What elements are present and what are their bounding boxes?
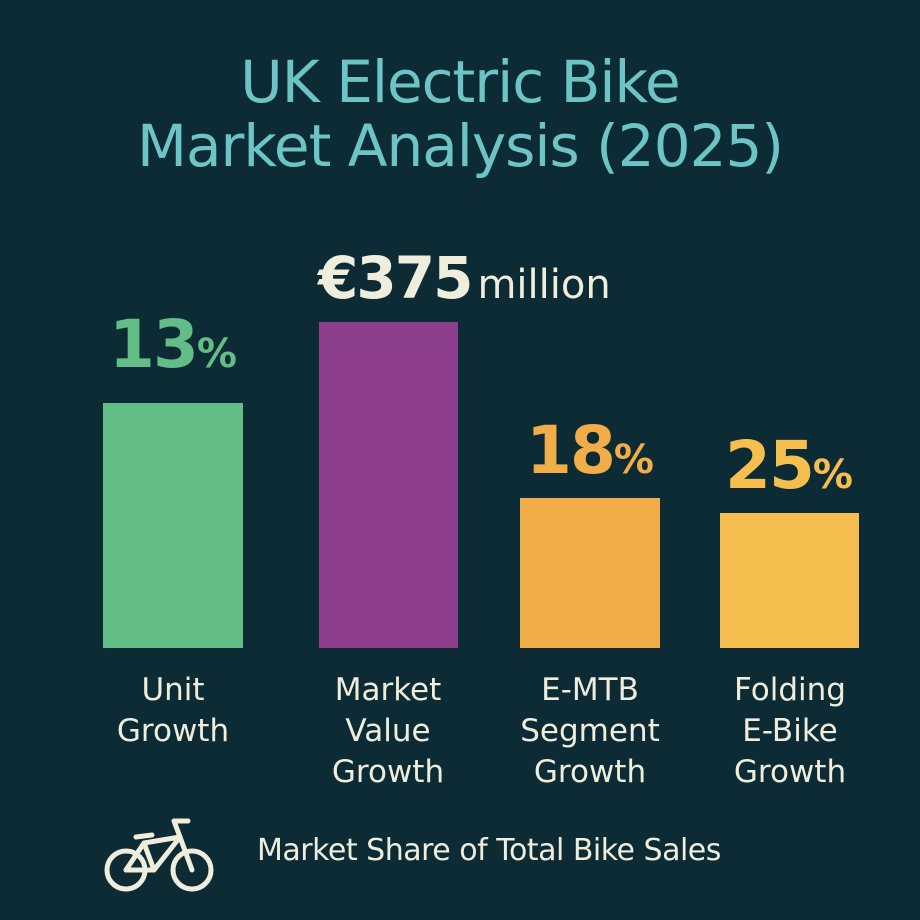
category-label-emtb-segment-growth: E-MTB Segment Growth	[520, 672, 660, 790]
bar-unit-growth	[103, 403, 243, 648]
value-label-unit-growth: 13%	[103, 306, 243, 383]
chart-title-line-1: UK Electric Bike	[240, 48, 680, 116]
category-label-folding-ebike-growth: Folding E-Bike Growth	[733, 672, 847, 790]
value-suffix: %	[196, 331, 237, 377]
value-label-market-value: €375 million	[318, 244, 611, 312]
value-suffix: %	[812, 452, 853, 498]
bar-folding-ebike-growth	[720, 513, 859, 648]
category-label-market-value-growth: Market Value Growth	[331, 672, 445, 790]
bar-market-value-growth	[319, 322, 458, 648]
category-label-unit-growth: Unit Growth	[116, 672, 230, 749]
value-number: 18	[526, 412, 616, 489]
value-number: 13	[109, 306, 199, 383]
value-suffix: %	[613, 437, 654, 483]
footer-caption: Market Share of Total Bike Sales	[257, 833, 721, 868]
value-label-folding: 25%	[714, 427, 864, 504]
bicycle-icon	[104, 818, 214, 892]
value-number: 25	[725, 427, 815, 504]
value-label-emtb: 18%	[515, 412, 665, 489]
value-unit: million	[477, 262, 611, 308]
value-number: €375	[318, 244, 473, 312]
chart-title-line-2: Market Analysis (2025)	[136, 112, 784, 180]
bar-emtb-segment-growth	[520, 498, 660, 648]
